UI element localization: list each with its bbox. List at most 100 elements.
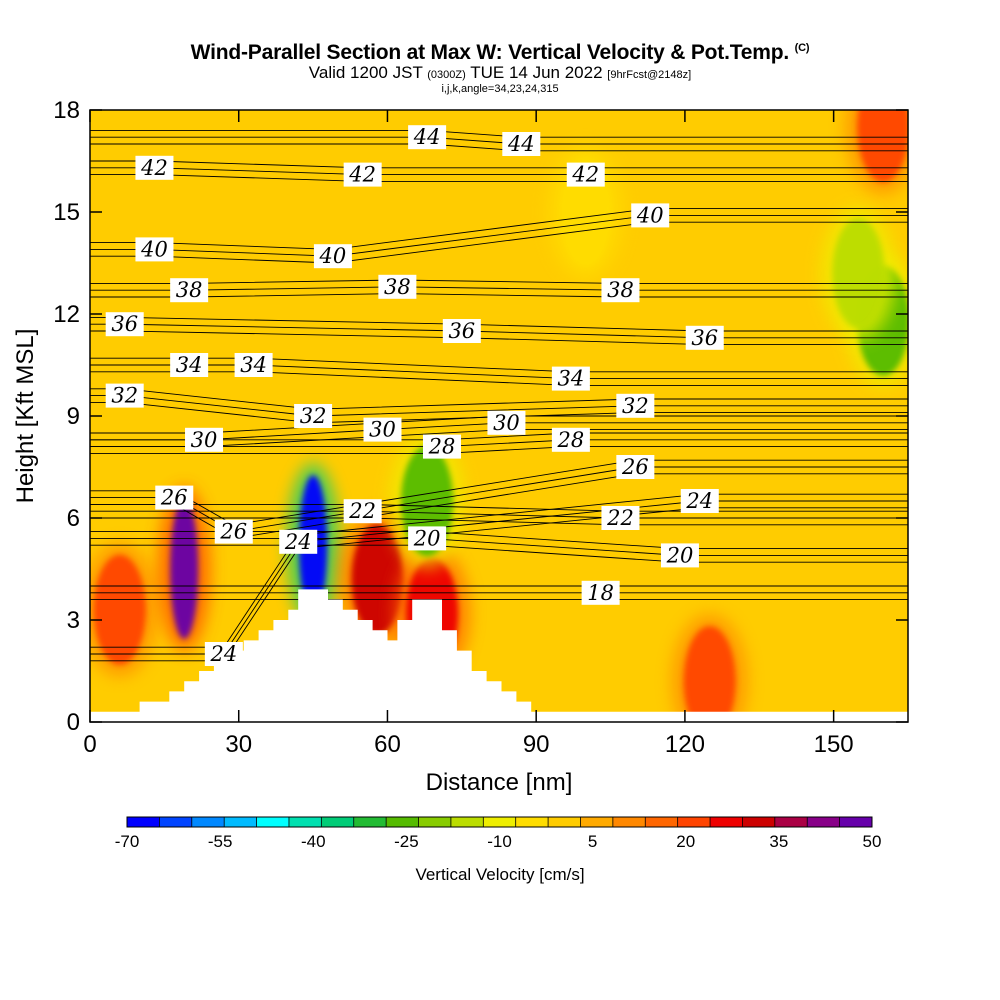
y-tick-label: 0 [67, 709, 80, 736]
isentrope-label-text: 40 [636, 203, 664, 227]
colorbar-tick-label: -70 [115, 832, 140, 851]
x-tick-label: 30 [225, 731, 252, 758]
isentrope-label: 40 [135, 237, 174, 262]
isentrope-line [90, 143, 908, 152]
isentrope-line [90, 531, 908, 550]
isentrope-label: 42 [135, 155, 174, 180]
section-indices: i,j,k,angle=34,23,24,315 [441, 83, 559, 95]
isentrope-label-text: 28 [557, 428, 585, 452]
colorbar-swatch [677, 817, 711, 827]
colorbar-swatch [580, 817, 614, 827]
isentrope-label: 40 [631, 203, 670, 228]
isentrope-label: 26 [214, 519, 253, 544]
colorbar-tick-label: -40 [301, 832, 326, 851]
isentrope-label-text: 20 [413, 526, 441, 550]
isentrope-label-text: 24 [685, 489, 713, 513]
colorbar: -70 -55 -40 -25 -10 5 20 35 50 [115, 816, 882, 851]
isentrope-label-text: 26 [160, 486, 188, 510]
isentrope-label-text: 24 [209, 642, 237, 666]
x-tick-label: 0 [83, 731, 96, 758]
isentrope-label: 24 [680, 489, 719, 513]
isentrope-label-text: 36 [691, 326, 718, 350]
isentrope-line [90, 510, 908, 519]
isentrope-label-text: 28 [428, 435, 456, 459]
isentrope-label: 40 [313, 244, 352, 269]
isentrope-label-text: 34 [240, 353, 267, 377]
colorbar-tick-label: 50 [863, 832, 882, 851]
y-tick-label: 18 [53, 97, 80, 124]
forecast-info: [9hrFcst@2148z] [607, 69, 692, 81]
isentrope-label-text: 38 [176, 278, 203, 302]
isentrope-line [90, 439, 908, 448]
isentrope-line [90, 129, 908, 138]
isentrope-line [90, 537, 908, 556]
isentrope-label-text: 38 [607, 278, 634, 302]
isentrope-label-text: 22 [348, 499, 376, 523]
chart-subtitle: Valid 1200 JST (0300Z) TUE 14 Jun 2022 [… [0, 63, 1000, 83]
isentrope-label: 28 [551, 427, 590, 452]
colorbar-tick-label: -55 [208, 832, 233, 851]
isentrope-line [90, 446, 908, 454]
isentrope-label: 24 [204, 642, 243, 666]
valid-date: TUE 14 Jun 2022 [470, 63, 603, 82]
colorbar-swatch [191, 817, 225, 827]
isentrope-line [90, 544, 908, 563]
colorbar-swatch [515, 817, 549, 827]
colorbar-tick-label: -10 [487, 832, 512, 851]
colorbar-title: Vertical Velocity [cm/s] [415, 865, 584, 884]
isentrope-label: 30 [487, 410, 526, 435]
terrain [90, 589, 908, 722]
colorbar-swatch [612, 817, 646, 827]
isentrope-label-text: 34 [176, 353, 203, 377]
colorbar-swatch [353, 817, 387, 827]
isentrope-label-text: 22 [606, 506, 634, 530]
isentrope-line [90, 136, 908, 145]
colorbar-swatch [159, 817, 193, 827]
colorbar-swatch [224, 817, 258, 827]
isentrope-label: 32 [105, 383, 144, 408]
colorbar-swatch [450, 817, 484, 827]
x-tick-label: 60 [374, 731, 401, 758]
y-tick-label: 12 [53, 301, 80, 328]
colorbar-swatch [742, 817, 776, 827]
colorbar-swatch [774, 817, 808, 827]
isentrope-label-text: 32 [622, 394, 649, 418]
isentrope-label-text: 30 [191, 428, 218, 452]
colorbar-swatch [321, 817, 355, 827]
title-block: Wind-Parallel Section at Max W: Vertical… [0, 36, 1000, 95]
isentrope-line [90, 503, 908, 512]
isentrope-label: 26 [155, 485, 194, 510]
isentrope-label: 30 [363, 417, 402, 442]
isentrope-label: 36 [105, 312, 144, 337]
x-tick-label: 90 [523, 731, 550, 758]
isentrope-label-text: 18 [587, 581, 614, 605]
x-tick-label: 150 [814, 731, 854, 758]
colorbar-swatch [256, 817, 290, 827]
isentrope-label: 44 [502, 132, 541, 156]
colorbar-swatch [127, 817, 160, 827]
colorbar-swatch [418, 817, 452, 827]
isentrope-label: 36 [442, 319, 481, 343]
velocity-feature [820, 206, 897, 341]
isentrope-label: 42 [566, 162, 605, 187]
colorbar-swatch [807, 817, 841, 827]
isentrope-label: 24 [279, 529, 318, 554]
isentrope-label: 32 [294, 404, 333, 428]
y-axis-title: Height [Kft MSL] [12, 329, 39, 504]
colorbar-swatch [386, 817, 420, 827]
isentrope-label: 20 [408, 526, 447, 551]
isentrope-label: 34 [170, 353, 209, 377]
isentrope-label: 44 [408, 125, 447, 150]
isentrope-line [90, 517, 908, 526]
valid-utc: (0300Z) [427, 69, 466, 81]
velocity-feature [671, 614, 748, 722]
isentrope-label: 42 [343, 162, 382, 187]
isentrope-label-text: 20 [666, 543, 694, 567]
y-tick-label: 6 [67, 505, 80, 532]
isentrope-line [90, 432, 908, 441]
isentrope-label: 34 [551, 366, 590, 391]
colorbar-tick-label: 35 [769, 832, 788, 851]
colorbar-swatch [839, 817, 873, 827]
isentrope-label-text: 42 [348, 163, 376, 187]
isentrope-label: 30 [185, 427, 224, 452]
